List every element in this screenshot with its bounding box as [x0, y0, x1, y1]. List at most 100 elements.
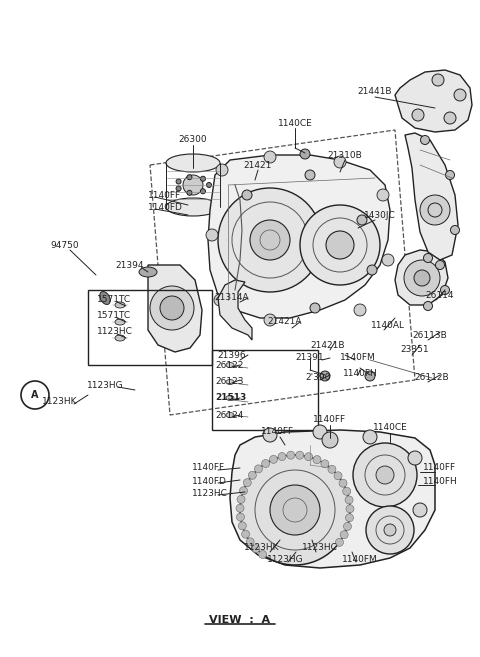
Text: 1140CE: 1140CE: [372, 424, 408, 432]
Circle shape: [201, 189, 205, 194]
Ellipse shape: [226, 380, 234, 384]
Text: 21391: 21391: [296, 353, 324, 363]
Circle shape: [445, 171, 455, 179]
Circle shape: [357, 215, 367, 225]
Text: 21310B: 21310B: [328, 150, 362, 160]
Circle shape: [354, 304, 366, 316]
Ellipse shape: [115, 335, 125, 341]
Circle shape: [413, 503, 427, 517]
Text: 26122: 26122: [215, 361, 243, 369]
Circle shape: [300, 205, 380, 285]
Ellipse shape: [100, 292, 110, 304]
Text: 26124: 26124: [215, 411, 243, 420]
Circle shape: [444, 112, 456, 124]
Circle shape: [412, 109, 424, 121]
Text: 26113B: 26113B: [413, 330, 447, 340]
Text: 1140FH: 1140FH: [343, 369, 377, 378]
Circle shape: [346, 505, 354, 513]
Text: 26123: 26123: [215, 376, 243, 386]
Circle shape: [451, 225, 459, 235]
Circle shape: [270, 455, 277, 463]
Circle shape: [321, 460, 329, 468]
Text: 94750: 94750: [51, 240, 79, 250]
Circle shape: [176, 186, 181, 191]
Circle shape: [263, 428, 277, 442]
Text: 21394: 21394: [116, 260, 144, 269]
Circle shape: [310, 303, 320, 313]
Text: 1140FF: 1140FF: [148, 191, 181, 200]
Circle shape: [187, 191, 192, 195]
Text: 1140FD: 1140FD: [192, 476, 227, 486]
Circle shape: [377, 189, 389, 201]
Circle shape: [287, 451, 295, 459]
Circle shape: [340, 531, 348, 539]
Circle shape: [250, 220, 290, 260]
Circle shape: [176, 179, 181, 184]
Circle shape: [344, 522, 351, 530]
Circle shape: [423, 254, 432, 263]
Circle shape: [241, 530, 250, 538]
Text: 1123HC: 1123HC: [192, 489, 228, 497]
Circle shape: [420, 135, 430, 145]
Circle shape: [339, 479, 347, 487]
Text: 1140FF: 1140FF: [313, 415, 347, 424]
Circle shape: [432, 74, 444, 86]
Ellipse shape: [115, 302, 125, 308]
Circle shape: [414, 270, 430, 286]
Polygon shape: [395, 250, 448, 305]
Circle shape: [382, 254, 394, 266]
Text: 1140CE: 1140CE: [277, 118, 312, 127]
Circle shape: [278, 453, 286, 461]
Text: 21421B: 21421B: [311, 340, 345, 350]
Circle shape: [296, 451, 304, 459]
Circle shape: [236, 504, 244, 512]
Text: 1140FH: 1140FH: [422, 478, 457, 486]
Polygon shape: [218, 280, 252, 340]
Circle shape: [264, 314, 276, 326]
Circle shape: [216, 164, 228, 176]
Polygon shape: [148, 265, 202, 352]
Circle shape: [365, 371, 375, 381]
Circle shape: [160, 296, 184, 320]
Circle shape: [346, 514, 353, 522]
Polygon shape: [395, 70, 472, 132]
Circle shape: [435, 260, 444, 269]
Ellipse shape: [226, 363, 234, 367]
Text: 1123HK: 1123HK: [42, 397, 78, 407]
Text: 1123HG: 1123HG: [267, 556, 303, 564]
Circle shape: [423, 302, 432, 311]
Circle shape: [237, 495, 245, 503]
Circle shape: [376, 466, 394, 484]
Circle shape: [326, 231, 354, 259]
Text: 1140FD: 1140FD: [148, 202, 183, 212]
Text: 2'390: 2'390: [305, 373, 331, 382]
Text: 1123HC: 1123HC: [302, 543, 338, 553]
Text: 1140FF: 1140FF: [262, 428, 295, 436]
Circle shape: [322, 432, 338, 448]
Circle shape: [206, 229, 218, 241]
Circle shape: [313, 425, 327, 439]
Ellipse shape: [139, 267, 157, 277]
Text: 23351: 23351: [401, 346, 429, 355]
Circle shape: [259, 551, 267, 558]
Circle shape: [300, 149, 310, 159]
Text: 1140AL: 1140AL: [371, 321, 405, 330]
Circle shape: [420, 195, 450, 225]
Circle shape: [254, 465, 263, 473]
Text: 21513: 21513: [215, 394, 246, 403]
Circle shape: [242, 190, 252, 200]
Circle shape: [334, 156, 346, 168]
Circle shape: [270, 485, 320, 535]
Ellipse shape: [166, 154, 220, 172]
Circle shape: [334, 472, 342, 480]
Circle shape: [367, 265, 377, 275]
Text: 21314A: 21314A: [215, 294, 249, 302]
Text: VIEW  :  A: VIEW : A: [209, 615, 271, 625]
Text: A: A: [31, 390, 39, 400]
Text: 21421: 21421: [244, 160, 272, 170]
Text: 21421A: 21421A: [268, 317, 302, 327]
Circle shape: [246, 538, 254, 546]
Ellipse shape: [166, 198, 220, 216]
Text: 21441B: 21441B: [358, 87, 392, 97]
Text: 1571TC: 1571TC: [97, 296, 131, 304]
